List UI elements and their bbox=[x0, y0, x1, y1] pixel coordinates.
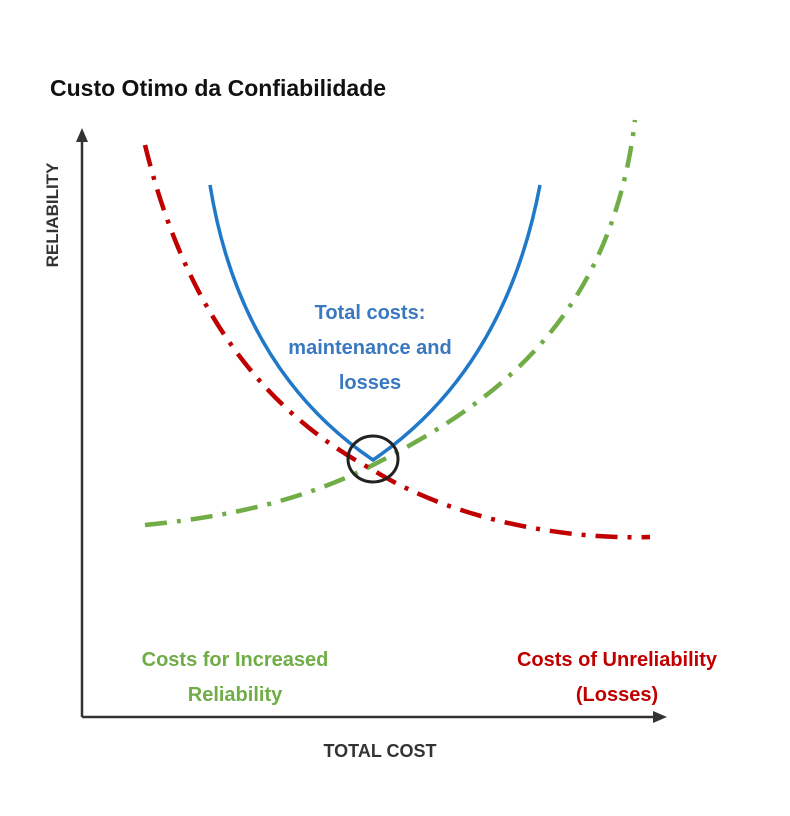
y-axis-arrow-icon bbox=[76, 128, 88, 142]
unreliability-label-line-1: Costs of Unreliability bbox=[517, 649, 718, 671]
increased-reliability-cost-curve bbox=[144, 119, 638, 528]
y-axis-label: RELIABILITY bbox=[43, 162, 62, 267]
total-cost-label: Total costs: maintenance and losses bbox=[288, 302, 451, 394]
increased-reliability-label: Costs for Increased Reliability bbox=[142, 649, 329, 706]
total-cost-curve bbox=[208, 184, 542, 463]
total-cost-label-line-1: Total costs: bbox=[315, 302, 426, 324]
optimum-point-circle bbox=[346, 434, 400, 484]
diagram-title: Custo Otimo da Confiabilidade bbox=[50, 75, 386, 101]
total-cost-label-line-2: maintenance and bbox=[288, 337, 451, 359]
x-axis-label: TOTAL COST bbox=[323, 741, 436, 761]
increased-reliability-label-line-2: Reliability bbox=[188, 684, 283, 706]
unreliability-label: Costs of Unreliability (Losses) bbox=[517, 649, 718, 706]
increased-reliability-label-line-1: Costs for Increased bbox=[142, 649, 329, 671]
unreliability-cost-curve bbox=[142, 144, 651, 540]
unreliability-label-line-2: (Losses) bbox=[576, 684, 658, 706]
total-cost-label-line-3: losses bbox=[339, 372, 401, 394]
x-axis-arrow-icon bbox=[653, 711, 667, 723]
